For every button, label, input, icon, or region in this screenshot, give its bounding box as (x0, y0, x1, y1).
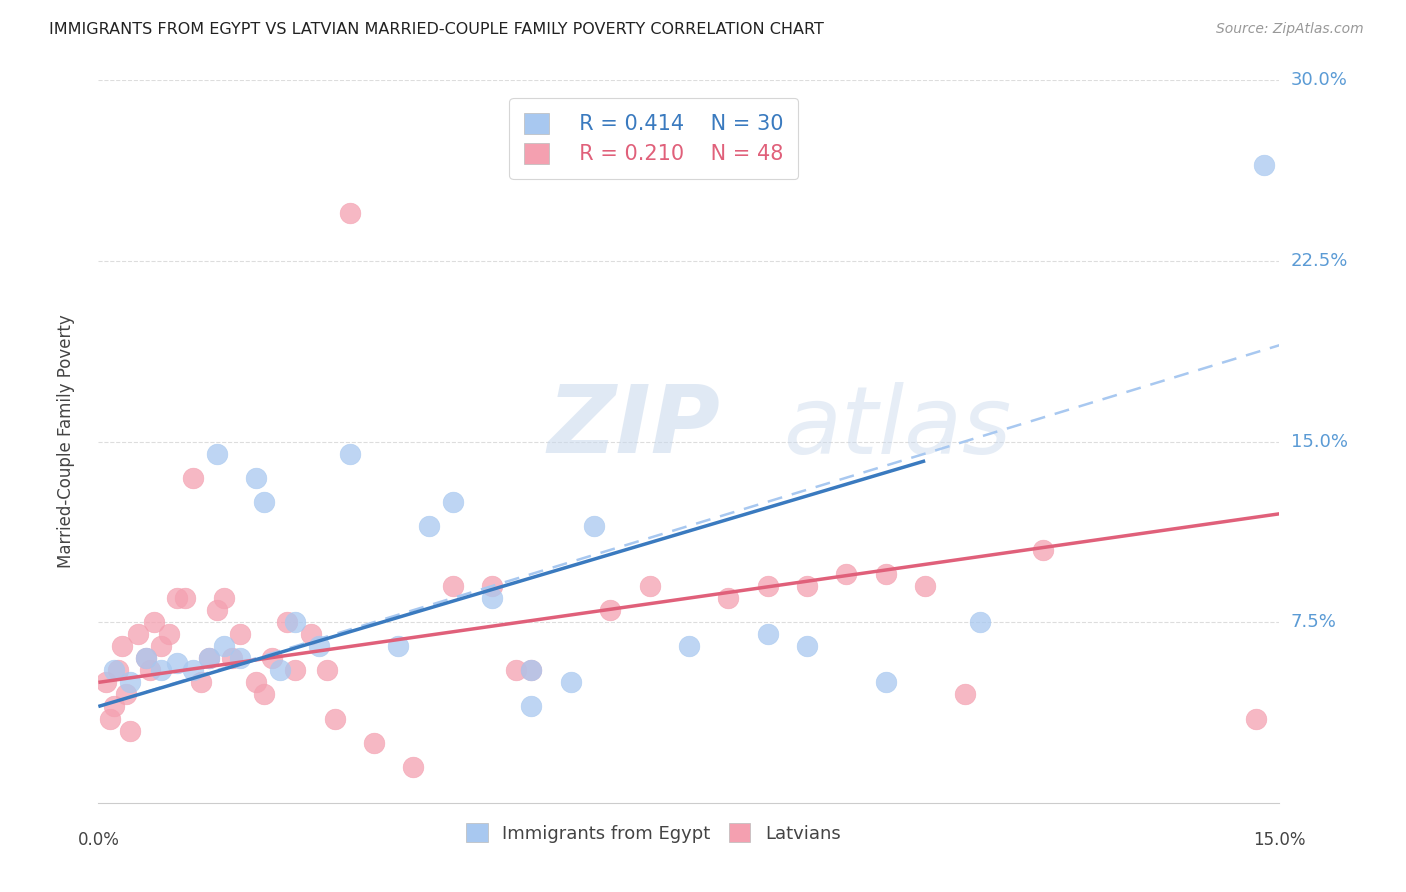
Point (115, 687, 138, 701)
Point (197, 651, 219, 665)
Legend:   R = 0.414    N = 30,   R = 0.210    N = 48: R = 0.414 N = 30, R = 0.210 N = 48 (509, 98, 797, 178)
Y-axis label: Married-Couple Family Poverty: Married-Couple Family Poverty (56, 315, 75, 568)
Point (520, 664, 543, 678)
Point (875, 567, 897, 582)
Point (98, 712, 121, 726)
Point (299, 627, 322, 641)
Text: IMMIGRANTS FROM EGYPT VS LATVIAN MARRIED-COUPLE FAMILY POVERTY CORRELATION CHART: IMMIGRANTS FROM EGYPT VS LATVIAN MARRIED… (49, 22, 824, 37)
Text: 15.0%: 15.0% (1253, 830, 1306, 848)
Point (245, 675, 267, 690)
Point (875, 675, 897, 690)
Point (441, 494, 464, 508)
Point (107, 664, 129, 678)
Point (284, 664, 307, 678)
Point (229, 627, 252, 641)
Point (205, 603, 228, 617)
Point (181, 664, 204, 678)
Point (441, 579, 464, 593)
Point (135, 651, 157, 665)
Point (118, 675, 141, 690)
Text: 22.5%: 22.5% (1291, 252, 1348, 270)
Point (796, 579, 818, 593)
Point (969, 615, 991, 630)
Point (245, 471, 267, 485)
Point (583, 519, 606, 533)
Point (253, 687, 276, 701)
Point (269, 664, 291, 678)
Text: ZIP: ZIP (547, 381, 720, 473)
Point (214, 591, 236, 606)
Point (190, 675, 212, 690)
Point (953, 687, 976, 701)
Point (481, 591, 503, 606)
Point (323, 712, 346, 726)
Text: 7.5%: 7.5% (1291, 613, 1337, 632)
Text: Source: ZipAtlas.com: Source: ZipAtlas.com (1216, 22, 1364, 37)
Point (142, 615, 165, 630)
Point (339, 446, 361, 460)
Point (1253, 157, 1275, 171)
Point (520, 699, 543, 714)
Point (638, 579, 661, 593)
Point (520, 664, 543, 678)
Point (914, 579, 936, 593)
Point (166, 591, 188, 606)
Text: 0.0%: 0.0% (77, 830, 120, 848)
Point (315, 664, 337, 678)
Point (197, 651, 219, 665)
Point (118, 723, 141, 738)
Point (481, 579, 503, 593)
Point (402, 760, 425, 774)
Point (418, 519, 440, 533)
Point (214, 639, 236, 653)
Point (181, 471, 204, 485)
Point (835, 567, 858, 582)
Point (150, 664, 173, 678)
Point (276, 615, 298, 630)
Point (756, 627, 779, 641)
Point (229, 651, 252, 665)
Point (308, 639, 330, 653)
Point (339, 205, 361, 219)
Point (1032, 542, 1054, 557)
Point (717, 591, 740, 606)
Point (174, 591, 197, 606)
Point (166, 656, 188, 670)
Point (756, 579, 779, 593)
Point (387, 639, 409, 653)
Point (599, 603, 621, 617)
Point (284, 615, 307, 630)
Point (363, 735, 385, 749)
Point (138, 664, 160, 678)
Point (127, 627, 149, 641)
Point (103, 699, 125, 714)
Point (205, 446, 228, 460)
Point (135, 651, 157, 665)
Text: 30.0%: 30.0% (1291, 71, 1347, 89)
Point (150, 639, 173, 653)
Point (796, 639, 818, 653)
Point (260, 651, 283, 665)
Point (505, 664, 527, 678)
Point (96, 675, 118, 690)
Text: 15.0%: 15.0% (1291, 433, 1347, 450)
Point (678, 639, 700, 653)
Point (103, 664, 125, 678)
Point (111, 639, 134, 653)
Point (221, 651, 243, 665)
Point (1244, 712, 1267, 726)
Point (560, 675, 582, 690)
Point (253, 494, 276, 508)
Text: atlas: atlas (783, 382, 1012, 473)
Point (157, 627, 180, 641)
